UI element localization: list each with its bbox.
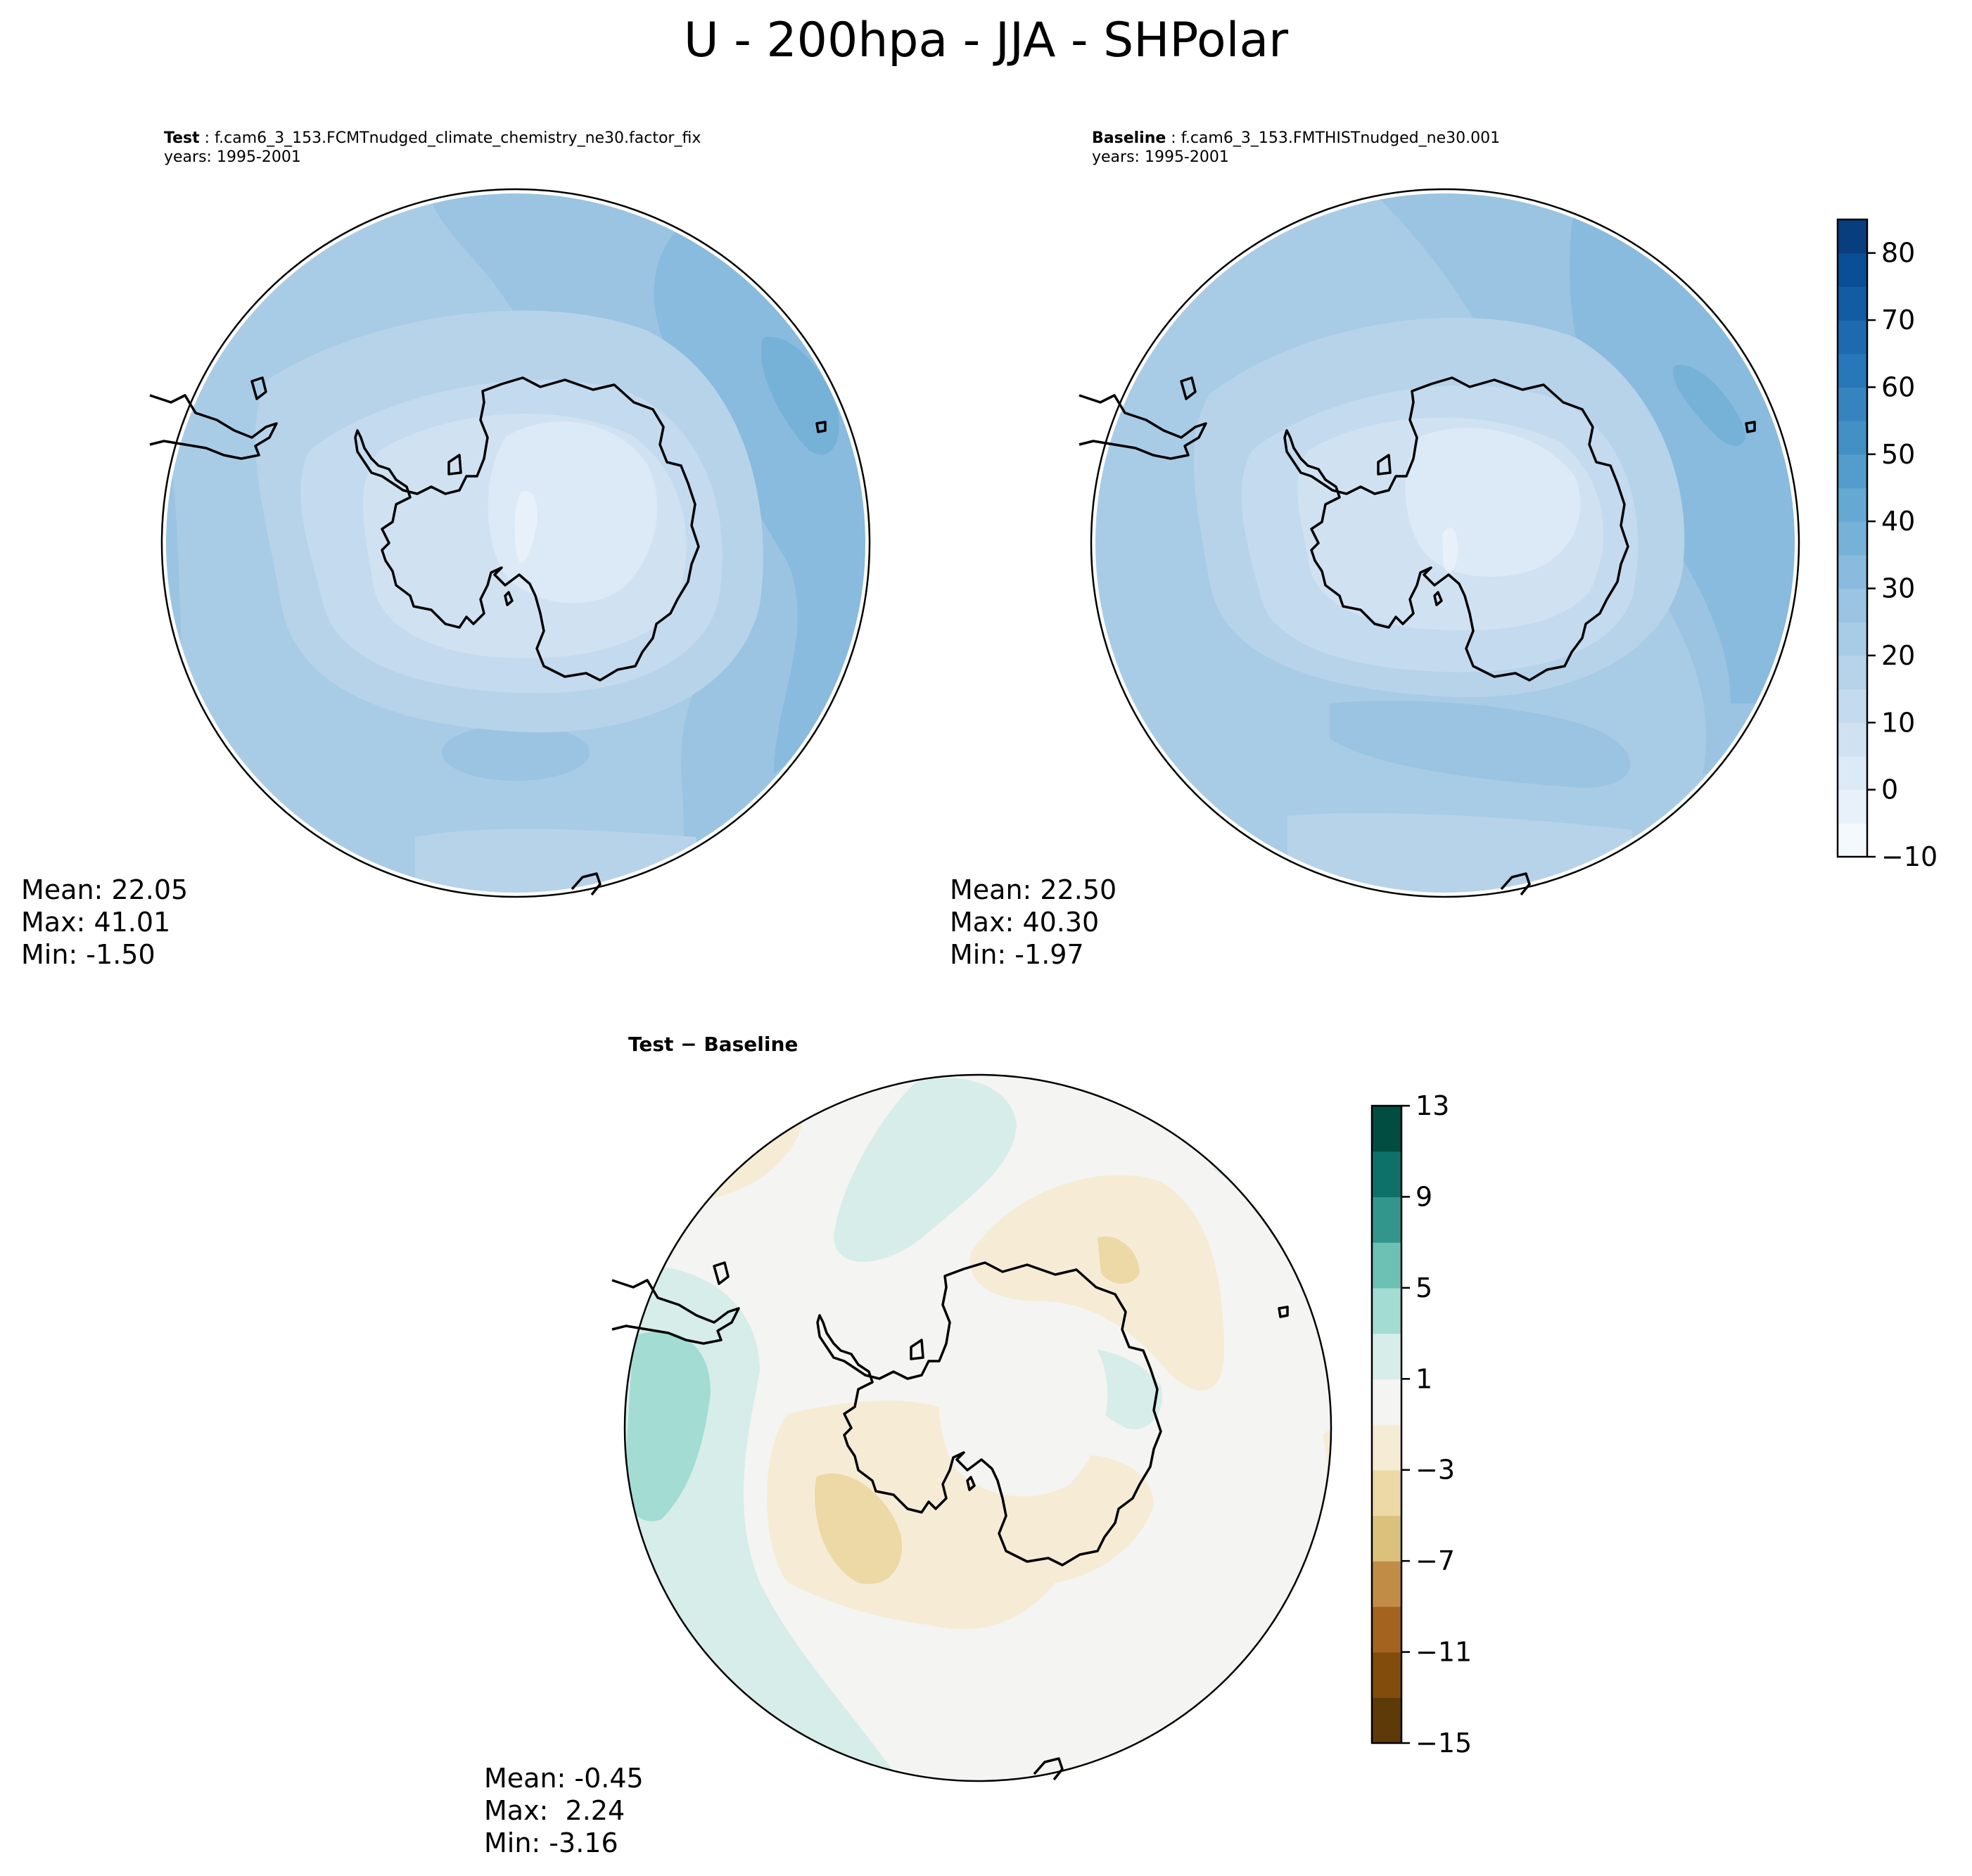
colorbar-diff-swatch	[1372, 1242, 1401, 1289]
colorbar-main-swatch	[1838, 554, 1867, 589]
colorbar-diff-swatch	[1372, 1469, 1401, 1517]
baseline-map	[1078, 188, 1800, 898]
colorbar-main-tick-label: 80	[1881, 238, 1915, 269]
colorbar-diff-tick-label: 9	[1416, 1181, 1432, 1212]
baseline-stats: Mean: 22.50 Max: 40.30 Min: -1.97	[950, 874, 1117, 971]
colorbar-main-tick-label: −10	[1881, 841, 1938, 872]
colorbar-diff-swatch	[1372, 1197, 1401, 1243]
baseline-label: Baseline	[1092, 129, 1166, 147]
colorbar-main-swatch	[1838, 655, 1867, 690]
colorbar-diff-tick-label: 1	[1416, 1363, 1432, 1394]
colorbar-main-frame	[1836, 218, 1869, 858]
colorbar-main-swatch	[1838, 320, 1867, 355]
colorbar-diff-swatch	[1372, 1106, 1401, 1152]
colorbar-diff-tick-label: −7	[1416, 1545, 1455, 1576]
diff-stats: Mean: -0.45 Max: 2.24 Min: -3.16	[484, 1762, 644, 1859]
colorbar-diff: −15 −11 −7 −3 1 5 9 13	[1370, 1090, 1472, 1759]
colorbar-main-swatch	[1838, 755, 1867, 791]
baseline-case-name: : f.cam6_3_153.FMTHISTnudged_ne30.001	[1166, 129, 1501, 147]
figure-title: U - 200hpa - JJA - SHPolar	[683, 13, 1289, 68]
colorbar-diff-swatch	[1372, 1697, 1401, 1744]
colorbar-main-swatch	[1838, 722, 1867, 757]
colorbar-diff-swatch	[1372, 1561, 1401, 1607]
colorbar-diff-swatch	[1372, 1515, 1401, 1562]
colorbar-diff-tick-label: −15	[1416, 1728, 1472, 1759]
colorbar-main-swatch	[1838, 588, 1867, 623]
colorbar-diff-frame	[1370, 1104, 1403, 1744]
colorbar-main-swatch	[1838, 286, 1867, 321]
colorbar-main-swatch	[1838, 823, 1867, 857]
test-map	[148, 188, 871, 898]
colorbar-diff-swatch	[1372, 1606, 1401, 1653]
colorbar-diff-swatch	[1372, 1379, 1401, 1425]
diff-min: Min: -3.16	[484, 1827, 618, 1858]
colorbar-main-swatch	[1838, 789, 1867, 824]
colorbar-main-tick-label: 70	[1881, 305, 1915, 336]
baseline-years: years: 1995-2001	[1092, 148, 1229, 166]
colorbar-main-tick-label: 40	[1881, 506, 1915, 537]
test-label: Test	[164, 129, 200, 147]
colorbar-main-swatch	[1838, 521, 1867, 556]
colorbar-diff-tick-label: −11	[1416, 1637, 1472, 1668]
colorbar-diff-swatch	[1372, 1287, 1401, 1334]
diff-map	[611, 1073, 1332, 1782]
test-years: years: 1995-2001	[164, 148, 301, 166]
colorbar-main-tick-label: 0	[1881, 774, 1898, 805]
colorbar-main-swatch	[1838, 487, 1867, 522]
colorbar-main-swatch	[1838, 622, 1867, 656]
diff-mean: Mean: -0.45	[484, 1763, 644, 1794]
colorbar-diff-swatch	[1372, 1151, 1401, 1198]
colorbar-diff-swatch	[1372, 1333, 1401, 1379]
colorbar-main-tick-label: 60	[1881, 371, 1915, 402]
colorbar-diff-tick-label: −3	[1416, 1455, 1455, 1486]
colorbar-main-swatch	[1838, 387, 1867, 421]
colorbar-main-swatch	[1838, 421, 1867, 455]
test-panel-header: Test : f.cam6_3_153.FCMTnudged_climate_c…	[164, 129, 701, 167]
colorbar-main-swatch	[1838, 253, 1867, 287]
colorbar-main-swatch	[1838, 454, 1867, 489]
colorbar-main-swatch	[1838, 689, 1867, 723]
baseline-panel-header: Baseline : f.cam6_3_153.FMTHISTnudged_ne…	[1092, 129, 1500, 167]
colorbar-diff-swatch	[1372, 1652, 1401, 1698]
test-max: Max: 41.01	[21, 907, 171, 938]
colorbar-diff-tick-label: 13	[1416, 1090, 1449, 1121]
baseline-mean: Mean: 22.50	[950, 874, 1117, 905]
colorbar-main-tick-label: 20	[1881, 640, 1915, 671]
colorbar-main-swatch	[1838, 353, 1867, 388]
colorbar-main-swatch	[1838, 219, 1867, 254]
test-min: Min: -1.50	[21, 939, 155, 970]
test-stats: Mean: 22.05 Max: 41.01 Min: -1.50	[21, 874, 188, 971]
colorbar-main-tick-label: 10	[1881, 707, 1915, 738]
colorbar-main-tick-label: 30	[1881, 573, 1915, 604]
baseline-max: Max: 40.30	[950, 907, 1100, 938]
colorbar-main-tick-label: 50	[1881, 439, 1915, 470]
colorbar-diff-tick-label: 5	[1416, 1272, 1432, 1303]
diff-max: Max: 2.24	[484, 1795, 625, 1826]
test-case-name: : f.cam6_3_153.FCMTnudged_climate_chemis…	[199, 129, 701, 147]
colorbar-diff-swatch	[1372, 1424, 1401, 1471]
diff-panel-title: Test − Baseline	[628, 1033, 799, 1056]
baseline-min: Min: -1.97	[950, 939, 1084, 970]
test-mean: Mean: 22.05	[21, 874, 189, 905]
colorbar-main: −10 0 10 20 30 40 50 60 70 80	[1836, 218, 1938, 872]
